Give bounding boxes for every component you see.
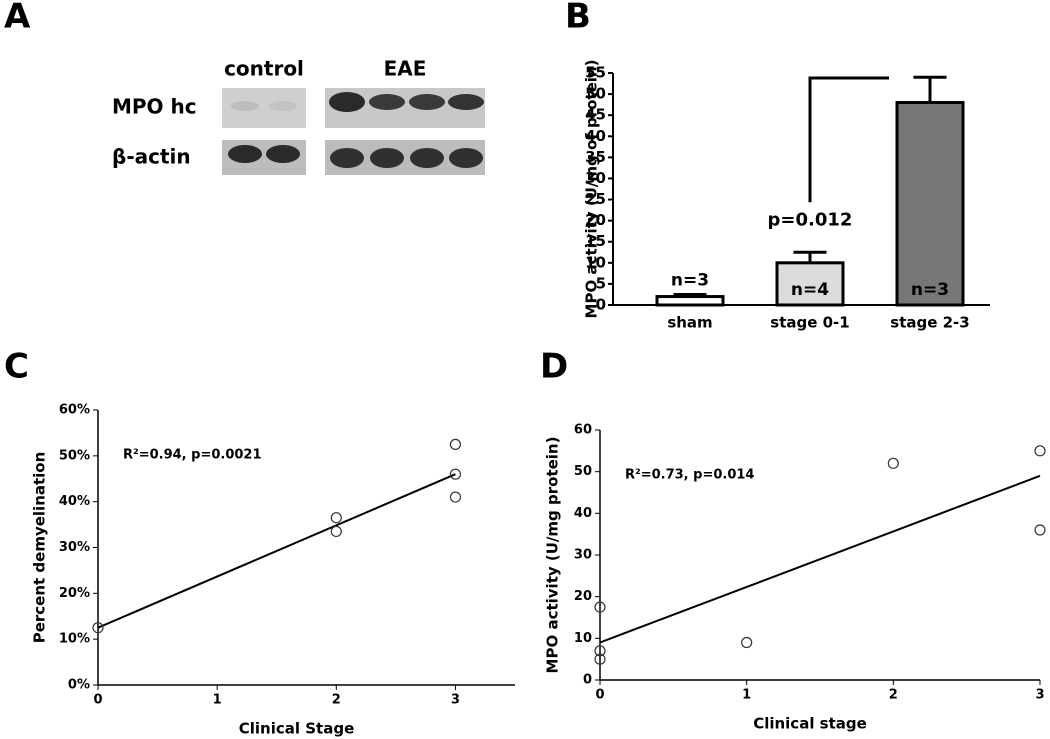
y-tick-label: 35 bbox=[585, 148, 606, 166]
error-bar bbox=[793, 250, 827, 263]
y-tick-label: 50 bbox=[574, 464, 592, 479]
point bbox=[449, 438, 462, 450]
point bbox=[330, 525, 342, 538]
error-bar bbox=[673, 292, 707, 297]
lane-label: EAE bbox=[384, 57, 427, 81]
lane-label: control bbox=[224, 57, 304, 81]
point bbox=[1034, 445, 1046, 457]
y-tick-label: 40 bbox=[574, 506, 592, 521]
x-tick-label: 0 bbox=[595, 688, 604, 703]
y-tick-label: 60 bbox=[574, 423, 592, 438]
point bbox=[594, 653, 606, 665]
y-tick-label: 55 bbox=[585, 64, 606, 82]
point bbox=[92, 622, 104, 634]
y-axis-label: Percent demyelination bbox=[31, 452, 49, 644]
fit-line bbox=[599, 474, 1041, 644]
x-tick-label: 0 bbox=[93, 693, 102, 708]
y-tick-label: 30% bbox=[59, 540, 90, 555]
x-axis-label: Clinical stage bbox=[753, 715, 867, 733]
y-tick-label: 50 bbox=[585, 85, 606, 103]
error-bar bbox=[913, 75, 947, 103]
annotation: R²=0.73, p=0.014 bbox=[625, 468, 754, 483]
y-tick-label: 40% bbox=[59, 494, 90, 509]
blot bbox=[222, 88, 485, 175]
point bbox=[594, 601, 606, 613]
y-tick-label: 0 bbox=[596, 296, 606, 314]
y-tick-label: 0 bbox=[583, 673, 592, 688]
x-tick-label: stage 0-1 bbox=[770, 314, 849, 332]
bar bbox=[655, 295, 725, 307]
y-tick-label: 10% bbox=[59, 632, 90, 647]
x-tick-label: 2 bbox=[332, 693, 341, 708]
y-tick-label: 10 bbox=[585, 253, 606, 271]
row-label: MPO hc bbox=[112, 95, 197, 119]
panel-label: C bbox=[4, 347, 29, 387]
panel-label: D bbox=[540, 347, 568, 387]
panel-label: B bbox=[565, 0, 591, 37]
panel-label: A bbox=[4, 0, 31, 37]
y-tick-label: 15 bbox=[585, 232, 606, 250]
point bbox=[594, 645, 606, 657]
bar-label: n=3 bbox=[671, 270, 709, 290]
point bbox=[1034, 524, 1046, 536]
x-tick-label: 3 bbox=[1035, 688, 1044, 703]
point bbox=[741, 636, 753, 649]
x-tick-label: 2 bbox=[889, 688, 898, 703]
annotation: R²=0.94, p=0.0021 bbox=[123, 448, 262, 463]
y-tick-label: 30 bbox=[585, 169, 606, 187]
x-tick-label: 1 bbox=[213, 693, 222, 708]
y-tick-label: 5 bbox=[596, 274, 606, 292]
y-tick-label: 60% bbox=[59, 403, 90, 418]
y-tick-label: 50% bbox=[59, 448, 90, 463]
y-tick-label: 25 bbox=[585, 190, 606, 208]
y-tick-label: 10 bbox=[574, 631, 592, 646]
point bbox=[449, 491, 462, 503]
x-tick-label: stage 2-3 bbox=[890, 314, 969, 332]
point bbox=[330, 512, 342, 524]
y-tick-label: 30 bbox=[574, 548, 592, 563]
y-tick-label: 20% bbox=[59, 586, 90, 601]
point bbox=[887, 457, 899, 469]
row-label: β-actin bbox=[112, 145, 191, 169]
x-tick-label: 1 bbox=[742, 688, 751, 703]
bar bbox=[895, 101, 965, 307]
y-axis-label: MPO activity (U/mg protein) bbox=[544, 437, 562, 674]
annotation: p=0.012 bbox=[768, 209, 853, 230]
y-axis-label: MPO activity (U/mg of protein) bbox=[583, 60, 601, 319]
y-tick-label: 40 bbox=[585, 127, 606, 145]
y-tick-label: 0% bbox=[68, 678, 90, 693]
y-tick-label: 45 bbox=[585, 106, 606, 124]
y-tick-label: 20 bbox=[574, 589, 592, 604]
bar-label: n=3 bbox=[911, 280, 949, 300]
x-tick-label: 3 bbox=[451, 693, 460, 708]
significance-bracket bbox=[808, 76, 889, 203]
point bbox=[449, 468, 462, 480]
bar-label: n=4 bbox=[791, 280, 829, 300]
y-tick-label: 20 bbox=[585, 211, 606, 229]
x-axis-label: Clinical Stage bbox=[239, 720, 355, 738]
x-tick-label: sham bbox=[667, 314, 712, 332]
fit-line bbox=[97, 473, 456, 629]
